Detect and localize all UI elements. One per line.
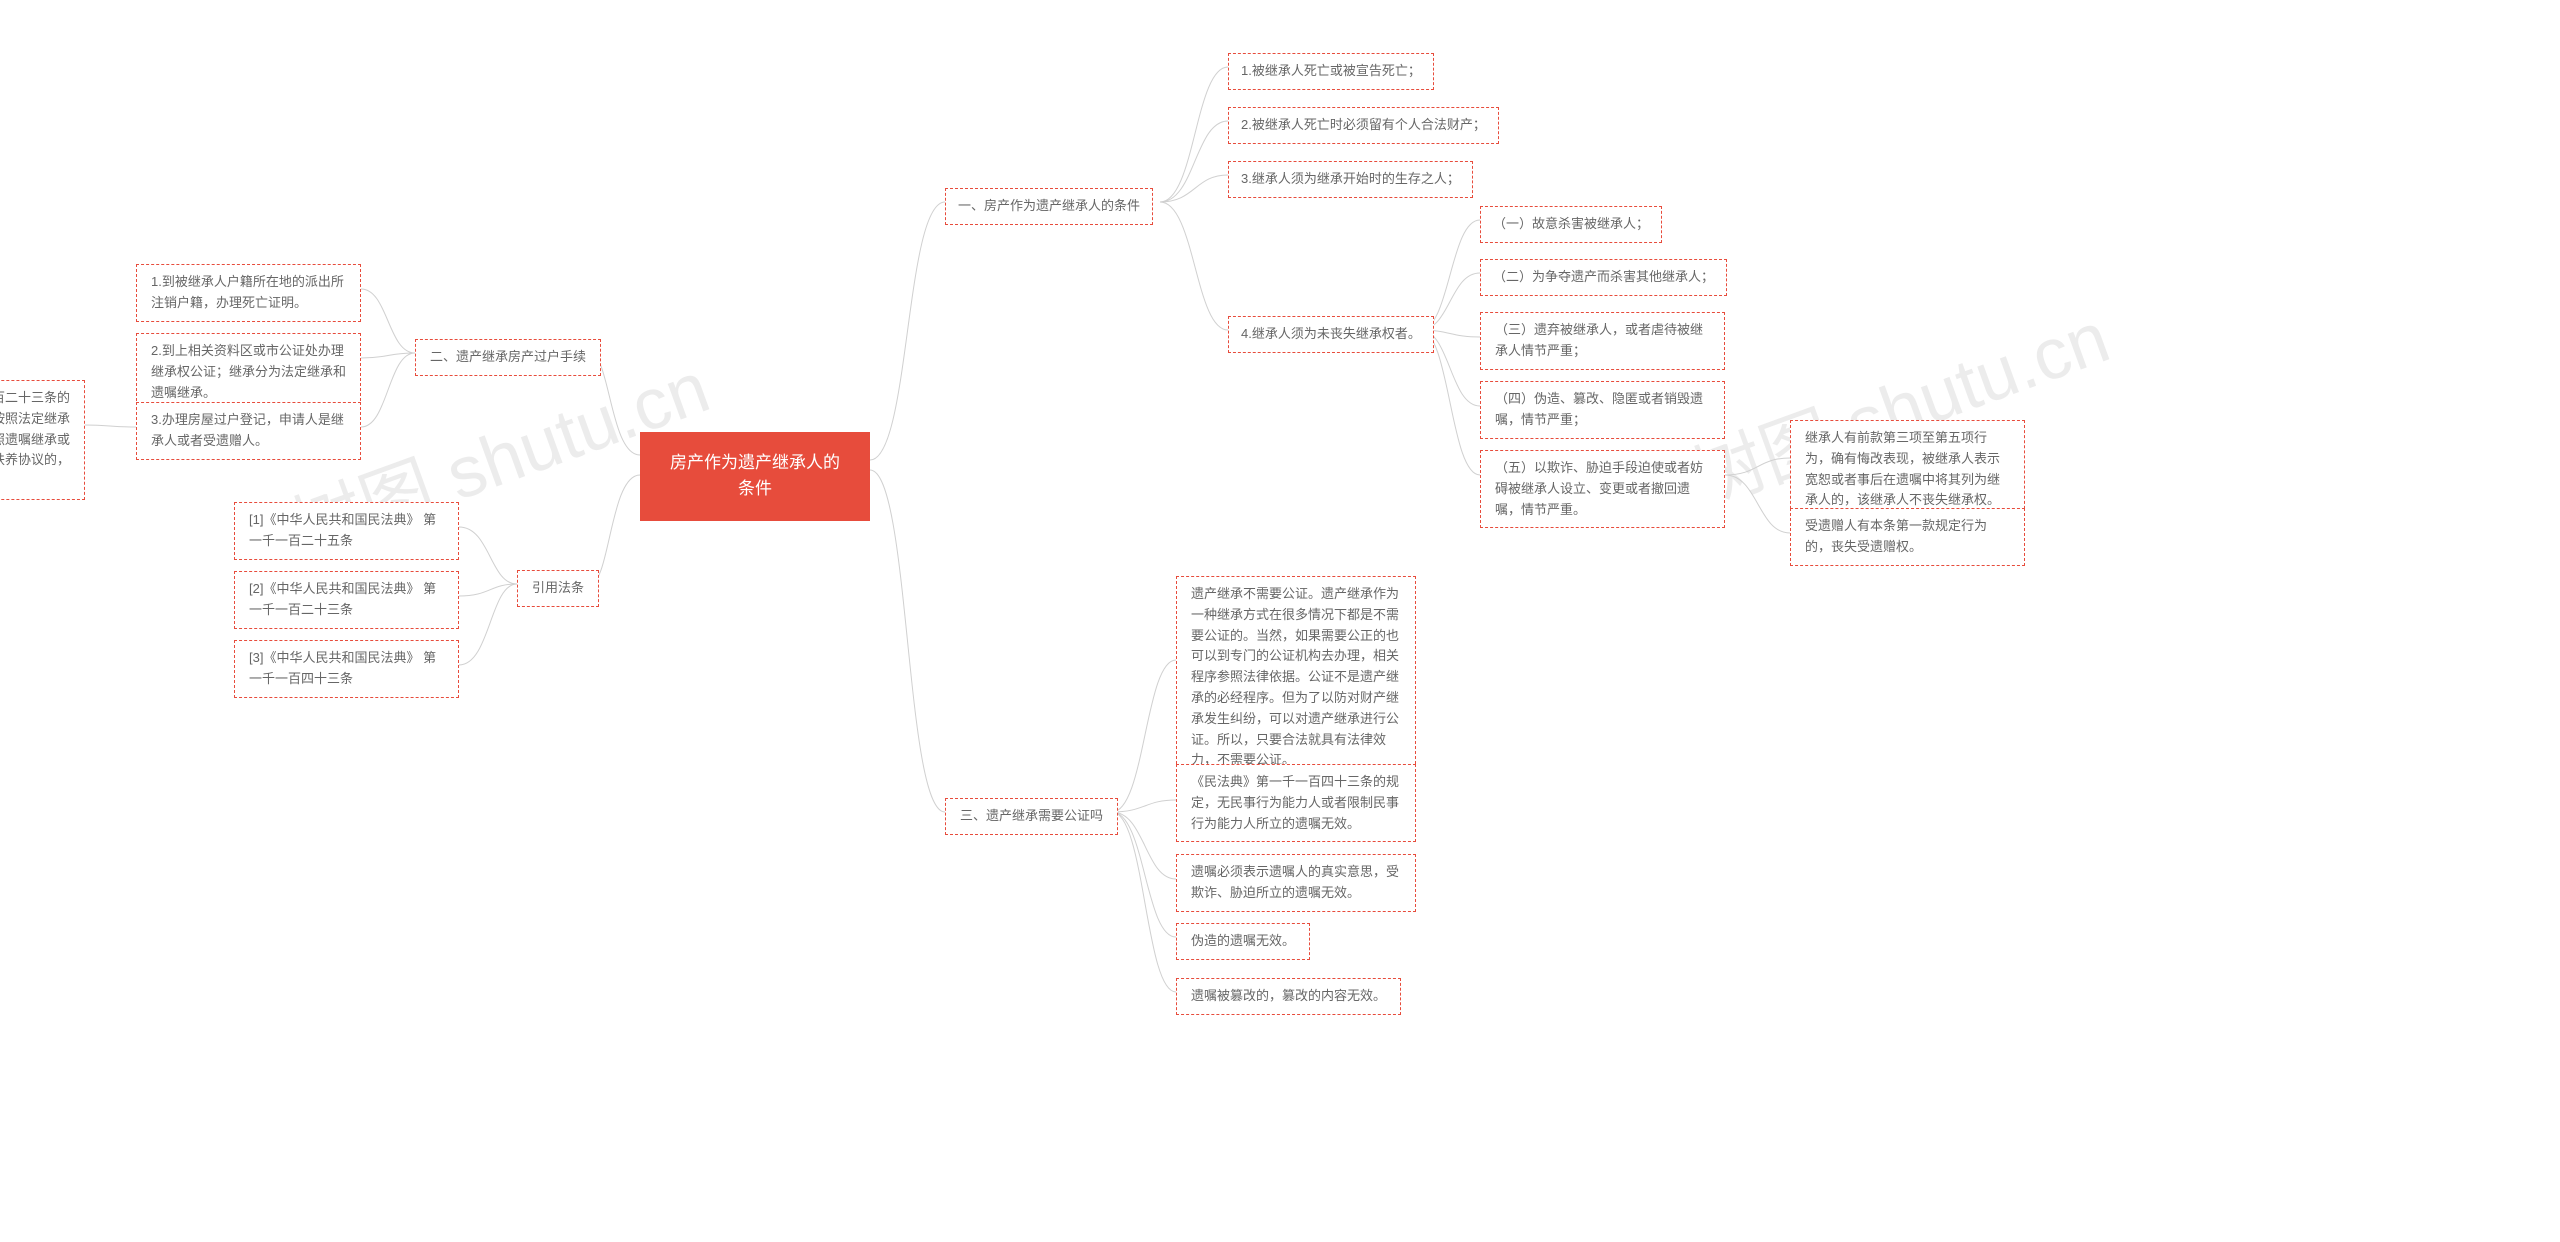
s2-sub1: 《民法典》第一千一百二十三条的规定，继承开始后，按照法定继承办理；有遗嘱的，按照… bbox=[0, 380, 85, 500]
s1-sub2: （二）为争夺遗产而杀害其他继承人； bbox=[1480, 259, 1727, 296]
s1-sub5: （五）以欺诈、胁迫手段迫使或者妨碍被继承人设立、变更或者撤回遗嘱，情节严重。 bbox=[1480, 450, 1725, 528]
root-node: 房产作为遗产继承人的条件 bbox=[640, 432, 870, 521]
s1-item3: 3.继承人须为继承开始时的生存之人； bbox=[1228, 161, 1473, 198]
s4-item2: [2]《中华人民共和国民法典》 第一千一百二十三条 bbox=[234, 571, 459, 629]
s2-item1: 1.到被继承人户籍所在地的派出所注销户籍，办理死亡证明。 bbox=[136, 264, 361, 322]
s2-item2: 2.到上相关资料区或市公证处办理继承权公证；继承分为法定继承和遗嘱继承。 bbox=[136, 333, 361, 411]
s1-sub3: （三）遗弃被继承人，或者虐待被继承人情节严重； bbox=[1480, 312, 1725, 370]
s1-item1: 1.被继承人死亡或被宣告死亡； bbox=[1228, 53, 1434, 90]
s1-deep1: 继承人有前款第三项至第五项行为，确有悔改表现，被继承人表示宽恕或者事后在遗嘱中将… bbox=[1790, 420, 2025, 519]
s3-item2: 《民法典》第一千一百四十三条的规定，无民事行为能力人或者限制民事行为能力人所立的… bbox=[1176, 764, 1416, 842]
s3-item4: 伪造的遗嘱无效。 bbox=[1176, 923, 1310, 960]
s1-deep2: 受遗赠人有本条第一款规定行为的，丧失受遗赠权。 bbox=[1790, 508, 2025, 566]
section2-title: 二、遗产继承房产过户手续 bbox=[415, 339, 601, 376]
s1-sub4: （四）伪造、篡改、隐匿或者销毁遗嘱，情节严重； bbox=[1480, 381, 1725, 439]
section3-title: 三、遗产继承需要公证吗 bbox=[945, 798, 1118, 835]
s4-item1: [1]《中华人民共和国民法典》 第一千一百二十五条 bbox=[234, 502, 459, 560]
s3-item1: 遗产继承不需要公证。遗产继承作为一种继承方式在很多情况下都是不需要公证的。当然，… bbox=[1176, 576, 1416, 779]
s2-item3: 3.办理房屋过户登记，申请人是继承人或者受遗赠人。 bbox=[136, 402, 361, 460]
s1-sub1: （一）故意杀害被继承人； bbox=[1480, 206, 1662, 243]
s4-item3: [3]《中华人民共和国民法典》 第一千一百四十三条 bbox=[234, 640, 459, 698]
s3-item3: 遗嘱必须表示遗嘱人的真实意思，受欺诈、胁迫所立的遗嘱无效。 bbox=[1176, 854, 1416, 912]
section4-title: 引用法条 bbox=[517, 570, 599, 607]
section1-title: 一、房产作为遗产继承人的条件 bbox=[945, 188, 1153, 225]
s1-item4: 4.继承人须为未丧失继承权者。 bbox=[1228, 316, 1434, 353]
s3-item5: 遗嘱被篡改的，篡改的内容无效。 bbox=[1176, 978, 1401, 1015]
s1-item2: 2.被继承人死亡时必须留有个人合法财产； bbox=[1228, 107, 1499, 144]
